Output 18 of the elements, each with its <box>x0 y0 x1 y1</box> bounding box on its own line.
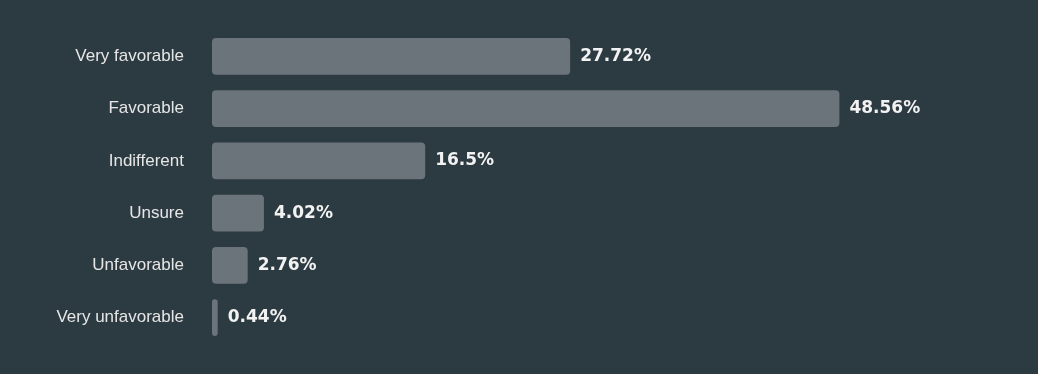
data-label: 48.56% <box>849 97 921 118</box>
bar <box>212 299 218 336</box>
bar <box>212 142 426 180</box>
data-label: 27.72% <box>580 44 651 65</box>
y-tick-label: Very favorable <box>75 46 184 66</box>
data-label: 16.5% <box>435 149 495 170</box>
y-tick-label: Indifferent <box>108 150 185 170</box>
y-tick-label: Unfavorable <box>92 255 184 275</box>
bar <box>212 194 264 232</box>
y-tick-label: Very unfavorable <box>56 307 184 327</box>
data-label: 0.44% <box>227 306 287 327</box>
y-tick-label: Unsure <box>129 202 184 222</box>
data-label: 4.02% <box>273 201 333 222</box>
data-label: 2.76% <box>257 253 317 274</box>
bar <box>212 247 248 284</box>
y-tick-label: Favorable <box>108 98 184 118</box>
bar <box>212 90 840 127</box>
bar <box>212 38 571 75</box>
